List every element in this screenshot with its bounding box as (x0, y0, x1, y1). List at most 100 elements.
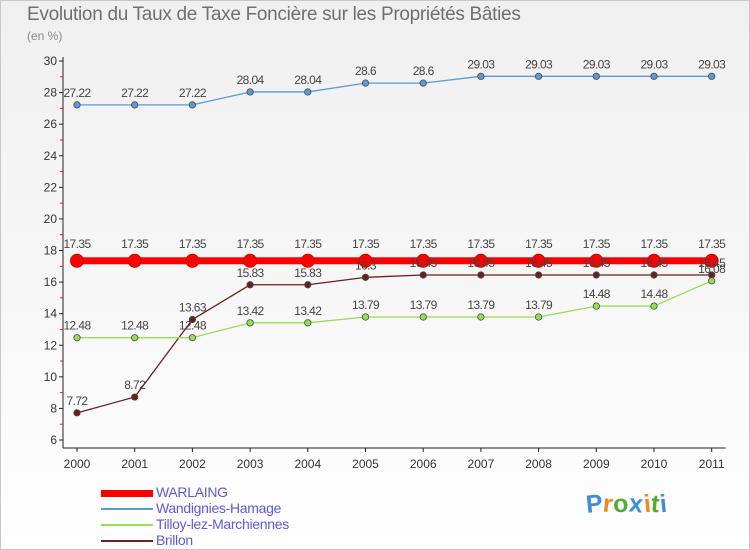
data-point (592, 72, 600, 80)
data-label: 28.6 (355, 64, 377, 78)
x-tick-label: 2000 (64, 457, 91, 471)
data-label: 16.08 (698, 262, 726, 276)
data-labels-layer: 17.35 17.35 17.35 17.35 17.35 17.35 17.35 17.35… (63, 57, 726, 408)
data-label: 16.45 (640, 256, 668, 270)
data-point (131, 393, 139, 401)
data-label: 16.45 (525, 256, 553, 270)
data-point (361, 273, 370, 281)
data-point (647, 253, 661, 268)
data-label: 14.48 (640, 287, 668, 301)
data-label: 17.35 (467, 237, 495, 251)
data-label: 17.35 (63, 237, 91, 251)
data-label: 28.04 (294, 73, 322, 87)
legend-swatch (101, 508, 153, 510)
data-point (477, 72, 485, 80)
y-axis-unit-label: (en %) (27, 29, 63, 43)
x-tick-label: 2009 (583, 457, 610, 471)
data-point (127, 253, 142, 268)
y-tick-label: 28 (44, 86, 58, 100)
legend-swatch (101, 489, 153, 497)
data-point (704, 253, 719, 268)
x-tick-label: 2007 (468, 457, 495, 471)
data-label: 13.79 (352, 298, 380, 312)
data-label: 16.3 (355, 258, 377, 272)
data-label: 12.48 (179, 319, 207, 333)
data-label: 17.35 (352, 237, 380, 251)
data-point (708, 72, 716, 80)
data-label: 8.72 (124, 378, 146, 392)
legend-label: Wandignies-Hamage (156, 500, 282, 516)
data-label: 17.35 (237, 237, 265, 251)
chart-axes: 6 8 10 12 14 16 18 20 22 24 26 28 30 2000 2001 2002 2003… (44, 54, 726, 471)
legend-swatch (101, 524, 153, 526)
data-point (534, 313, 543, 321)
data-label: 17.35 (525, 237, 553, 251)
data-point (185, 253, 200, 268)
data-point (188, 315, 196, 324)
x-tick-label: 2006 (410, 457, 437, 471)
data-point (650, 271, 658, 279)
data-label: 16.45 (467, 256, 495, 270)
y-tick-label: 30 (44, 54, 58, 68)
x-tick-label: 2004 (294, 457, 321, 471)
data-point (246, 319, 254, 327)
data-label: 17.35 (410, 237, 438, 251)
data-point (361, 79, 370, 87)
y-tick-label: 20 (44, 212, 58, 226)
legend-label: Brillon (156, 532, 193, 548)
data-label: 13.79 (525, 298, 553, 312)
data-point (477, 271, 485, 279)
data-label: 29.03 (467, 57, 495, 71)
legend-swatch (101, 540, 153, 542)
series-line (76, 274, 712, 414)
data-label: 15.83 (237, 266, 265, 280)
data-label: 27.22 (63, 86, 91, 100)
data-point (73, 101, 81, 109)
data-point (592, 302, 600, 310)
data-label: 17.35 (698, 237, 726, 251)
data-label: 29.03 (698, 57, 726, 71)
series-warlaing (70, 253, 719, 268)
data-label: 12.48 (121, 319, 149, 333)
data-point (243, 253, 258, 268)
legend-label: WARLAING (156, 484, 228, 500)
y-tick-label: 16 (44, 275, 58, 289)
data-label: 12.48 (63, 319, 91, 333)
data-point (650, 72, 658, 80)
data-label: 17.35 (640, 237, 668, 251)
y-tick-label: 12 (44, 338, 58, 352)
series-line (77, 75, 712, 106)
y-tick-label: 24 (44, 149, 58, 163)
data-point (361, 313, 370, 321)
data-point (592, 271, 600, 279)
data-point (304, 319, 312, 327)
data-label: 15.83 (294, 266, 322, 280)
series-wandignies-hamage (73, 72, 716, 109)
data-label: 13.79 (467, 298, 495, 312)
data-label: 28.6 (413, 64, 435, 78)
data-label: 29.03 (525, 57, 553, 71)
data-label: 13.79 (410, 298, 438, 312)
y-tick-label: 26 (44, 117, 58, 131)
data-point (304, 281, 312, 289)
data-point (188, 334, 196, 342)
data-point (650, 302, 658, 310)
legend-label: Tilloy-lez-Marchiennes (156, 516, 289, 532)
data-label: 16.45 (410, 256, 438, 270)
data-point (188, 101, 196, 109)
y-tick-label: 22 (44, 180, 58, 194)
data-label: 28.04 (237, 73, 265, 87)
y-tick-label: 10 (44, 370, 58, 384)
y-tick-label: 14 (44, 307, 58, 321)
y-tick-label: 8 (50, 401, 57, 415)
data-label: 13.63 (179, 301, 207, 315)
data-point (416, 253, 431, 268)
data-point (358, 253, 373, 268)
data-label: 14.48 (583, 287, 611, 301)
data-point (73, 409, 81, 417)
data-label: 17.35 (179, 237, 207, 251)
data-label: 17.35 (583, 237, 611, 251)
x-tick-label: 2001 (121, 457, 148, 471)
